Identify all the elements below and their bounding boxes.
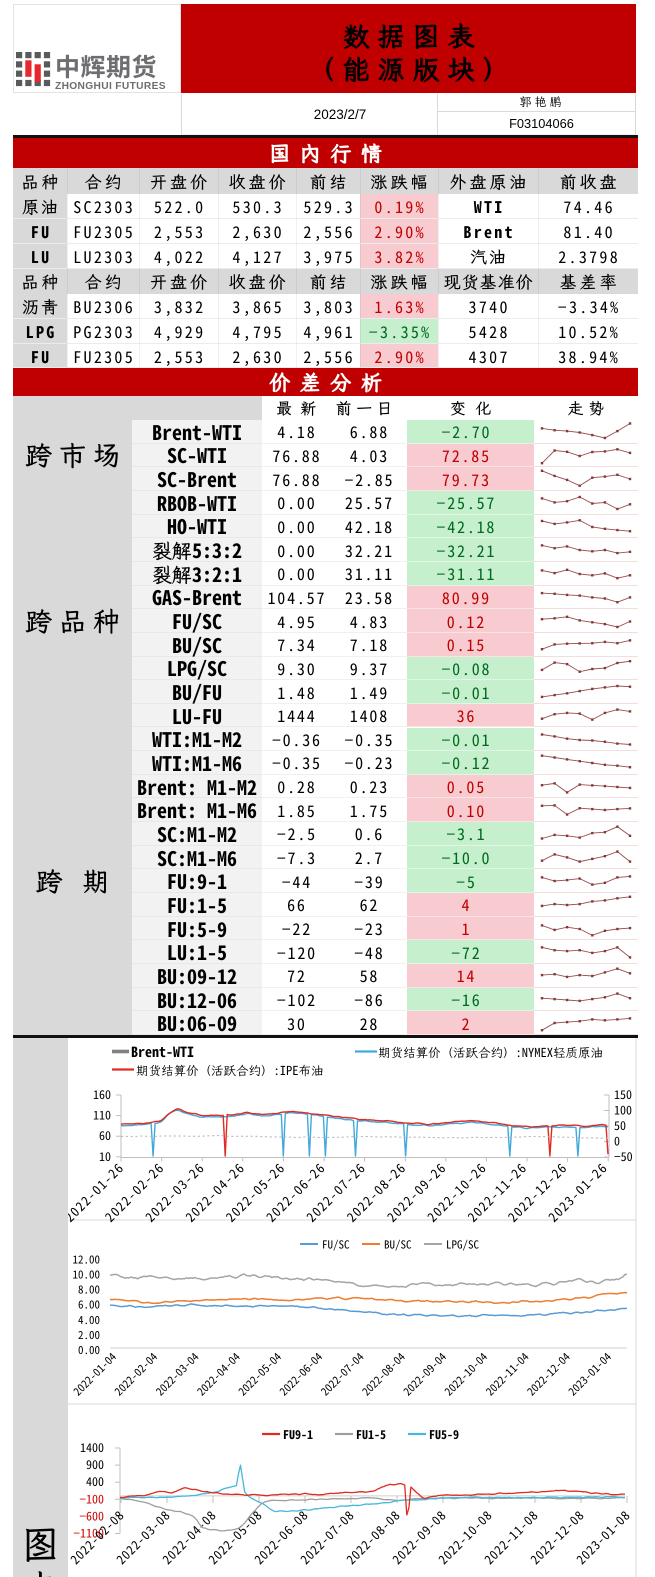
svg-text:110: 110 [93, 1107, 111, 1124]
svg-text:−600: −600 [79, 1507, 104, 1524]
svg-text:100: 100 [614, 1102, 632, 1119]
svg-text:FU1-5: FU1-5 [356, 1426, 386, 1443]
svg-text:2022-08-04: 2022-08-04 [358, 1349, 409, 1400]
svg-text:2022-10-04: 2022-10-04 [441, 1349, 492, 1400]
svg-text:0: 0 [614, 1133, 620, 1150]
svg-text:50: 50 [614, 1117, 626, 1134]
svg-text:10: 10 [99, 1148, 111, 1165]
svg-text:0.00: 0.00 [78, 1342, 100, 1358]
svg-text:10.00: 10.00 [73, 1267, 101, 1283]
svg-text:2022-03-04: 2022-03-04 [152, 1349, 203, 1400]
svg-text:−1100: −1100 [73, 1525, 104, 1542]
svg-text:2022-02-04: 2022-02-04 [111, 1349, 162, 1400]
svg-text:60: 60 [99, 1127, 111, 1144]
svg-text:−100: −100 [79, 1490, 104, 1507]
svg-text:12.00: 12.00 [73, 1251, 101, 1267]
svg-text:LPG/SC: LPG/SC [446, 1237, 479, 1253]
svg-text:150: 150 [614, 1086, 632, 1103]
svg-text:2022-04-04: 2022-04-04 [193, 1349, 244, 1400]
svg-text:FU9-1: FU9-1 [283, 1426, 313, 1443]
svg-text:1400: 1400 [80, 1439, 104, 1456]
svg-text:FU/SC: FU/SC [322, 1237, 350, 1253]
svg-text:900: 900 [86, 1456, 104, 1473]
svg-text:Brent-WTI: Brent-WTI [131, 1042, 194, 1062]
svg-text:−50: −50 [614, 1148, 633, 1165]
svg-text:8.00: 8.00 [78, 1282, 100, 1298]
svg-text:2022-05-04: 2022-05-04 [235, 1349, 286, 1400]
svg-text:2.00: 2.00 [78, 1327, 100, 1343]
svg-text:2022-11-04: 2022-11-04 [482, 1349, 533, 1400]
svg-text:6.00: 6.00 [78, 1297, 100, 1313]
svg-text:BU/SC: BU/SC [384, 1237, 412, 1253]
svg-text:4.00: 4.00 [78, 1312, 100, 1328]
svg-text:FU5-9: FU5-9 [429, 1426, 459, 1443]
svg-text:160: 160 [93, 1086, 111, 1103]
svg-text:2022-12-04: 2022-12-04 [523, 1349, 574, 1400]
svg-text:2022-06-04: 2022-06-04 [276, 1349, 327, 1400]
svg-text:2022-07-04: 2022-07-04 [317, 1349, 368, 1400]
svg-text:2023-01-04: 2023-01-04 [565, 1349, 616, 1400]
svg-text:2022-09-04: 2022-09-04 [400, 1349, 451, 1400]
svg-text:400: 400 [86, 1473, 104, 1490]
svg-text:期货结算价（活跃合约）:IPE布油: 期货结算价（活跃合约）:IPE布油 [136, 1060, 324, 1079]
svg-text:期货结算价（活跃合约）:NYMEX轻质原油: 期货结算价（活跃合约）:NYMEX轻质原油 [378, 1042, 603, 1061]
